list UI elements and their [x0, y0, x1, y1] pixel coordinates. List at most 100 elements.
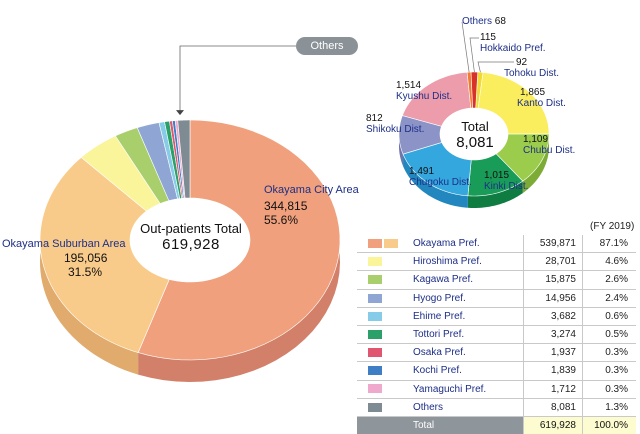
kinki-value: 1,015: [484, 170, 510, 181]
chugoku-label: Chugoku Dist.: [409, 177, 472, 188]
legend-percent: 2.6%: [582, 270, 636, 290]
big-chart-title: Out-patients Total: [140, 221, 242, 236]
legend-swatch-cell: [357, 380, 413, 399]
legend-total-value: 619,928: [523, 416, 583, 434]
big-side-okayama-suburban-area: [40, 157, 139, 375]
legend-total-percent: 100.0%: [582, 416, 636, 434]
legend-total-row: Total 619,928 100.0%: [357, 416, 636, 434]
fiscal-year-label: (FY 2019): [590, 221, 635, 232]
okayama-suburban-label: Okayama Suburban Area: [2, 238, 126, 250]
others-small-label: Others 68: [462, 16, 506, 27]
legend-table: Okayama Pref. 539,871 87.1% Hiroshima Pref.…: [357, 235, 636, 434]
legend-percent: 2.4%: [582, 289, 636, 308]
others-callout-arrow: [176, 110, 184, 116]
legend-name: Kagawa Pref.: [413, 270, 524, 290]
chugoku-value: 1,491: [409, 166, 435, 177]
legend-percent: 87.1%: [582, 235, 636, 254]
legend-row: Kagawa Pref. 15,875 2.6%: [357, 270, 636, 290]
hokkaido-value: 115: [480, 32, 496, 43]
legend-swatch: [368, 348, 382, 358]
legend-row: Tottori Pref. 3,274 0.5%: [357, 325, 636, 345]
legend-value: 3,274: [523, 325, 583, 345]
legend-swatch: [368, 384, 382, 394]
chubu-value: 1,109: [523, 134, 549, 145]
legend-swatch-cell: [357, 325, 413, 345]
legend-row: Kochi Pref. 1,839 0.3%: [357, 361, 636, 381]
tohoku-value: 92: [516, 57, 528, 68]
legend-swatch: [368, 257, 382, 267]
okayama-suburban-value: 195,056: [64, 251, 108, 265]
others-small-value: 68: [494, 16, 506, 27]
hokkaido-label: Hokkaido Pref.: [480, 43, 546, 54]
legend-swatch-cell: [357, 270, 413, 290]
legend-percent: 1.3%: [582, 398, 636, 417]
legend-row: Okayama Pref. 539,871 87.1%: [357, 235, 636, 254]
legend-swatch: [368, 402, 382, 412]
chart-figure: Others Okayama City Area 344,815 55.6% O…: [2, 16, 636, 434]
kyushu-value: 1,514: [396, 80, 422, 91]
legend-row: Osaka Pref. 1,937 0.3%: [357, 343, 636, 363]
others-leader-line: [461, 21, 470, 73]
legend-row: Others 8,081 1.3%: [357, 398, 636, 417]
legend-name: Tottori Pref.: [413, 325, 524, 345]
legend-swatch: [384, 238, 398, 248]
legend-name: Hiroshima Pref.: [413, 252, 524, 272]
legend-swatch-cell: [357, 289, 413, 308]
legend-swatch: [368, 275, 382, 285]
legend-percent: 0.5%: [582, 325, 636, 345]
shikoku-value: 812: [366, 113, 383, 124]
legend-value: 539,871: [523, 235, 583, 254]
okayama-city-value: 344,815: [264, 199, 308, 213]
others-callout-line: [179, 45, 296, 115]
shikoku-label: Shikoku Dist.: [366, 124, 425, 135]
legend-swatch-cell: [357, 361, 413, 381]
small-slice-hokkaido-pref: [470, 71, 479, 109]
legend-value: 1,839: [523, 361, 583, 381]
legend-percent: 0.6%: [582, 307, 636, 326]
legend-value: 1,712: [523, 380, 583, 399]
legend-swatch: [368, 238, 382, 248]
kanto-label: Kanto Dist.: [517, 98, 566, 109]
others-small-name: Others: [462, 16, 493, 27]
legend-name: Okayama Pref.: [413, 235, 524, 254]
legend-swatch: [368, 311, 382, 321]
kyushu-label: Kyushu Dist.: [396, 91, 453, 102]
tohoku-label: Tohoku Dist.: [504, 68, 560, 79]
tohoku-leader-line: [477, 61, 514, 73]
small-chart-title: Total: [461, 119, 489, 134]
legend-total-label: Total: [413, 416, 524, 434]
legend-value: 8,081: [523, 398, 583, 417]
small-chart-total: 8,081: [456, 134, 494, 151]
legend-percent: 0.3%: [582, 361, 636, 381]
legend-swatch-cell: [357, 307, 413, 326]
small-side-kinki-dist: [467, 181, 523, 208]
kinki-label: Kinki Dist.: [484, 181, 529, 192]
legend-name: Osaka Pref.: [413, 343, 524, 363]
legend-swatch: [368, 293, 382, 303]
legend-percent: 4.6%: [582, 252, 636, 272]
others-breakdown-donut-chart: [398, 21, 550, 208]
legend-name: Ehime Pref.: [413, 307, 524, 326]
legend-value: 3,682: [523, 307, 583, 326]
legend-value: 28,701: [523, 252, 583, 272]
legend-value: 14,956: [523, 289, 583, 308]
kanto-value: 1,865: [520, 87, 546, 98]
big-center-hole: [130, 198, 250, 282]
legend-swatch-cell: [357, 343, 413, 363]
legend-swatch-cell: [357, 252, 413, 272]
legend-row: Hyogo Pref. 14,956 2.4%: [357, 289, 636, 308]
legend-name: Others: [413, 398, 524, 417]
okayama-city-label: Okayama City Area: [264, 184, 359, 196]
legend-row: Yamaguchi Pref. 1,712 0.3%: [357, 380, 636, 399]
small-side-chubu-dist: [522, 134, 549, 194]
legend-value: 1,937: [523, 343, 583, 363]
legend-swatch-cell: [357, 235, 413, 254]
legend-percent: 0.3%: [582, 380, 636, 399]
small-side-chugoku-dist: [403, 154, 468, 208]
others-callout-tag: Others: [296, 37, 358, 55]
outpatients-donut-chart: [39, 45, 341, 382]
legend-total-spacer: [357, 416, 413, 434]
legend-row: Ehime Pref. 3,682 0.6%: [357, 307, 636, 326]
legend-percent: 0.3%: [582, 343, 636, 363]
legend-swatch: [368, 329, 382, 339]
